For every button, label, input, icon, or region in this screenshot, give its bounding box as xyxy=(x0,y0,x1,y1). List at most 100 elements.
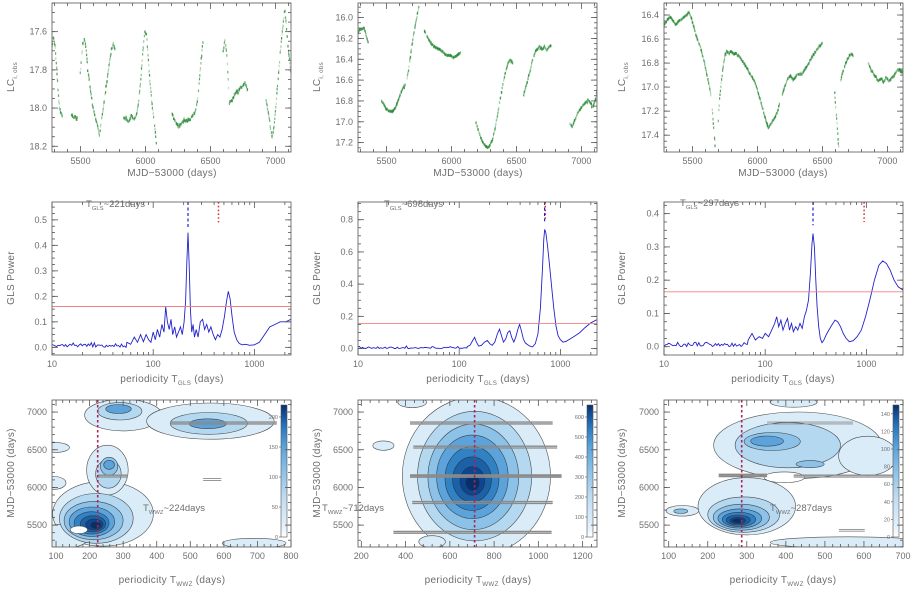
wwz-contour-plot-1: 0 50 100 150 200 100 200 300 400 500 600 700 800 5500… xyxy=(27,399,299,561)
svg-text:150: 150 xyxy=(269,445,278,451)
svg-text:7000: 7000 xyxy=(27,407,47,417)
svg-text:16.0: 16.0 xyxy=(335,13,353,23)
y-axis-title-wwz1: MJD−53000 (days) xyxy=(6,428,17,518)
svg-text:0: 0 xyxy=(581,535,584,541)
svg-text:16.4: 16.4 xyxy=(641,10,659,20)
svg-text:100: 100 xyxy=(575,515,584,521)
wwz3-data-layer xyxy=(665,400,903,547)
svg-text:6500: 6500 xyxy=(333,445,353,455)
svg-text:0.0: 0.0 xyxy=(340,344,353,354)
svg-text:20: 20 xyxy=(884,517,890,523)
y-axis-title-gls2: GLS Power xyxy=(312,251,323,305)
y-axis-title-lc2: LCi, obs xyxy=(312,62,325,92)
annotation-gls-period-2: TGLS~698days xyxy=(384,199,444,212)
svg-text:50: 50 xyxy=(272,505,278,511)
svg-text:600: 600 xyxy=(442,551,457,561)
y-axis-title-gls3: GLS Power xyxy=(617,251,628,305)
x-axis-title-wwz1: periodicity TWWZ (days) xyxy=(118,575,226,588)
svg-text:200: 200 xyxy=(575,495,584,501)
svg-text:100: 100 xyxy=(146,359,161,369)
annotation-gls-period-3: TGLS~297days xyxy=(680,198,740,211)
y-axis-title-lc1: LCi, obs xyxy=(6,62,19,92)
lc2-axes xyxy=(357,2,598,153)
svg-text:7000: 7000 xyxy=(877,156,897,166)
svg-text:0.4: 0.4 xyxy=(646,209,659,219)
svg-text:0.2: 0.2 xyxy=(646,275,659,285)
lc3-axes xyxy=(663,2,904,153)
svg-text:0: 0 xyxy=(887,535,890,541)
svg-text:800: 800 xyxy=(487,551,502,561)
svg-text:600: 600 xyxy=(216,551,231,561)
lc1-data-layer xyxy=(52,9,291,145)
gls3-data-layer xyxy=(664,202,903,348)
svg-text:800: 800 xyxy=(283,551,298,561)
svg-text:1000: 1000 xyxy=(550,359,570,369)
svg-text:6000: 6000 xyxy=(639,482,659,492)
svg-text:6500: 6500 xyxy=(812,156,832,166)
svg-text:16.8: 16.8 xyxy=(335,96,353,106)
gls-periodogram-plot-1: 10 100 1000 0.0 0.1 0.2 0.3 0.4 0.5 xyxy=(34,201,292,369)
gls2-data-layer xyxy=(358,202,597,350)
svg-text:500: 500 xyxy=(817,551,832,561)
svg-text:5500: 5500 xyxy=(683,156,703,166)
svg-text:200: 200 xyxy=(82,551,97,561)
svg-text:0: 0 xyxy=(275,535,278,541)
svg-text:17.2: 17.2 xyxy=(335,138,353,148)
svg-text:17.6: 17.6 xyxy=(29,27,47,37)
svg-text:0.4: 0.4 xyxy=(34,240,47,250)
annotation-wwz-period-1: TWWZ~224days xyxy=(143,503,205,516)
x-axis-title-lc1: MJD−53000 (days) xyxy=(127,168,217,179)
svg-text:16.2: 16.2 xyxy=(335,33,353,43)
svg-text:6000: 6000 xyxy=(748,156,768,166)
svg-text:18.0: 18.0 xyxy=(29,103,47,113)
gls1-data-layer xyxy=(52,202,291,349)
svg-text:100: 100 xyxy=(452,359,467,369)
svg-text:0.1: 0.1 xyxy=(646,308,659,318)
svg-text:1000: 1000 xyxy=(528,551,548,561)
svg-text:7000: 7000 xyxy=(265,156,285,166)
svg-text:5500: 5500 xyxy=(639,520,659,530)
svg-text:5500: 5500 xyxy=(27,520,47,530)
svg-text:600: 600 xyxy=(575,415,584,421)
svg-text:5500: 5500 xyxy=(71,156,91,166)
gls2-axes xyxy=(357,201,598,356)
annotation-gls-period-1: TGLS~221days xyxy=(86,199,146,212)
svg-text:16.4: 16.4 xyxy=(335,54,353,64)
wwz1-axes xyxy=(51,399,292,548)
svg-text:0.1: 0.1 xyxy=(34,317,47,327)
svg-text:1000: 1000 xyxy=(244,359,264,369)
x-axis-title-gls3: periodicity TGLS (days) xyxy=(731,374,835,387)
svg-text:40: 40 xyxy=(884,500,890,506)
svg-text:6000: 6000 xyxy=(333,482,353,492)
svg-text:5500: 5500 xyxy=(333,520,353,530)
svg-text:7000: 7000 xyxy=(571,156,591,166)
svg-text:500: 500 xyxy=(575,435,584,441)
svg-text:16.6: 16.6 xyxy=(641,34,659,44)
y-axis-title-gls1: GLS Power xyxy=(6,251,17,305)
wwz-contour-plot-2: 0 100 200 300 400 500 600 200 400 600 800 1000 1200 5… xyxy=(333,399,598,561)
svg-text:10: 10 xyxy=(353,359,363,369)
svg-text:300: 300 xyxy=(116,551,131,561)
svg-text:0.5: 0.5 xyxy=(34,215,47,225)
svg-text:10: 10 xyxy=(659,359,669,369)
svg-text:16.8: 16.8 xyxy=(641,58,659,68)
wwz3-axes xyxy=(663,399,904,548)
svg-text:100: 100 xyxy=(661,551,676,561)
wwz2-data-layer xyxy=(372,400,562,547)
svg-text:6500: 6500 xyxy=(200,156,220,166)
svg-text:17.8: 17.8 xyxy=(29,65,47,75)
svg-text:100: 100 xyxy=(269,475,278,481)
svg-text:700: 700 xyxy=(895,551,910,561)
svg-text:120: 120 xyxy=(881,429,890,435)
svg-text:700: 700 xyxy=(250,551,265,561)
x-axis-title-gls2: periodicity TGLS (days) xyxy=(426,374,530,387)
wwz2-axes xyxy=(357,399,598,548)
lc2-data-layer xyxy=(358,5,597,150)
svg-text:300: 300 xyxy=(575,475,584,481)
annotation-wwz-period-3: TWWZ~287days xyxy=(770,503,832,516)
gls3-axes xyxy=(663,201,904,356)
svg-text:7000: 7000 xyxy=(639,407,659,417)
svg-text:600: 600 xyxy=(856,551,871,561)
lc3-data-layer xyxy=(664,10,903,148)
